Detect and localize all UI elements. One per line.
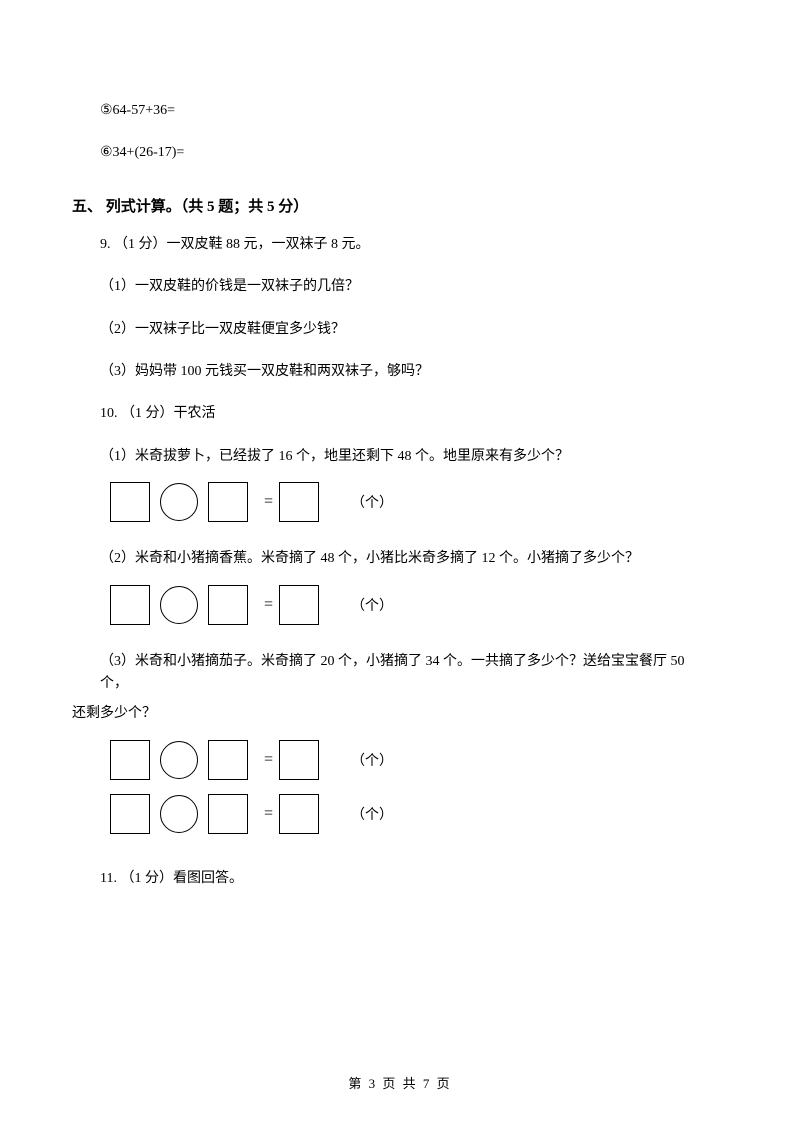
q9-stem: 9. （1 分）一双皮鞋 88 元，一双袜子 8 元。 <box>100 234 710 256</box>
equals-sign: = <box>264 805 273 823</box>
unit-label: （个） <box>351 595 393 615</box>
equals-sign: = <box>264 493 273 511</box>
q10-stem: 10. （1 分）干农活 <box>100 403 710 425</box>
input-box[interactable] <box>208 482 248 522</box>
q9-sub2: （2）一双袜子比一双皮鞋便宜多少钱？ <box>100 319 710 341</box>
equation-row-1: = （个） <box>110 482 710 522</box>
equals-sign: = <box>264 596 273 614</box>
unit-label: （个） <box>351 492 393 512</box>
input-box[interactable] <box>110 482 150 522</box>
q11-stem: 11. （1 分）看图回答。 <box>100 868 710 890</box>
q10-sub3-line2: 还剩多少个？ <box>72 703 710 725</box>
q10-sub3-line1: （3）米奇和小猪摘茄子。米奇摘了 20 个，小猪摘了 34 个。一共摘了多少个？… <box>100 651 710 696</box>
operator-circle[interactable] <box>160 741 198 779</box>
page-footer: 第 3 页 共 7 页 <box>0 1073 800 1092</box>
input-box[interactable] <box>279 585 319 625</box>
input-box[interactable] <box>279 740 319 780</box>
input-box[interactable] <box>208 740 248 780</box>
input-box[interactable] <box>208 585 248 625</box>
operator-circle[interactable] <box>160 795 198 833</box>
input-box[interactable] <box>110 585 150 625</box>
input-box[interactable] <box>110 740 150 780</box>
input-box[interactable] <box>279 794 319 834</box>
equation-row-3: = （个） <box>110 740 710 780</box>
arith-item-5: ⑤64-57+36= <box>100 100 710 122</box>
q9-sub1: （1）一双皮鞋的价钱是一双袜子的几倍？ <box>100 276 710 298</box>
equation-row-4: = （个） <box>110 794 710 834</box>
equals-sign: = <box>264 751 273 769</box>
q10-sub1: （1）米奇拔萝卜，已经拔了 16 个，地里还剩下 48 个。地里原来有多少个？ <box>100 446 710 468</box>
section-5-heading: 五、 列式计算。（共 5 题；共 5 分） <box>72 195 710 216</box>
unit-label: （个） <box>351 750 393 770</box>
operator-circle[interactable] <box>160 586 198 624</box>
q9-sub3: （3）妈妈带 100 元钱买一双皮鞋和两双袜子，够吗？ <box>100 361 710 383</box>
arith-item-6: ⑥34+(26-17)= <box>100 142 710 164</box>
input-box[interactable] <box>110 794 150 834</box>
operator-circle[interactable] <box>160 483 198 521</box>
unit-label: （个） <box>351 804 393 824</box>
input-box[interactable] <box>279 482 319 522</box>
equation-row-2: = （个） <box>110 585 710 625</box>
input-box[interactable] <box>208 794 248 834</box>
q10-sub2: （2）米奇和小猪摘香蕉。米奇摘了 48 个，小猪比米奇多摘了 12 个。小猪摘了… <box>100 548 710 570</box>
